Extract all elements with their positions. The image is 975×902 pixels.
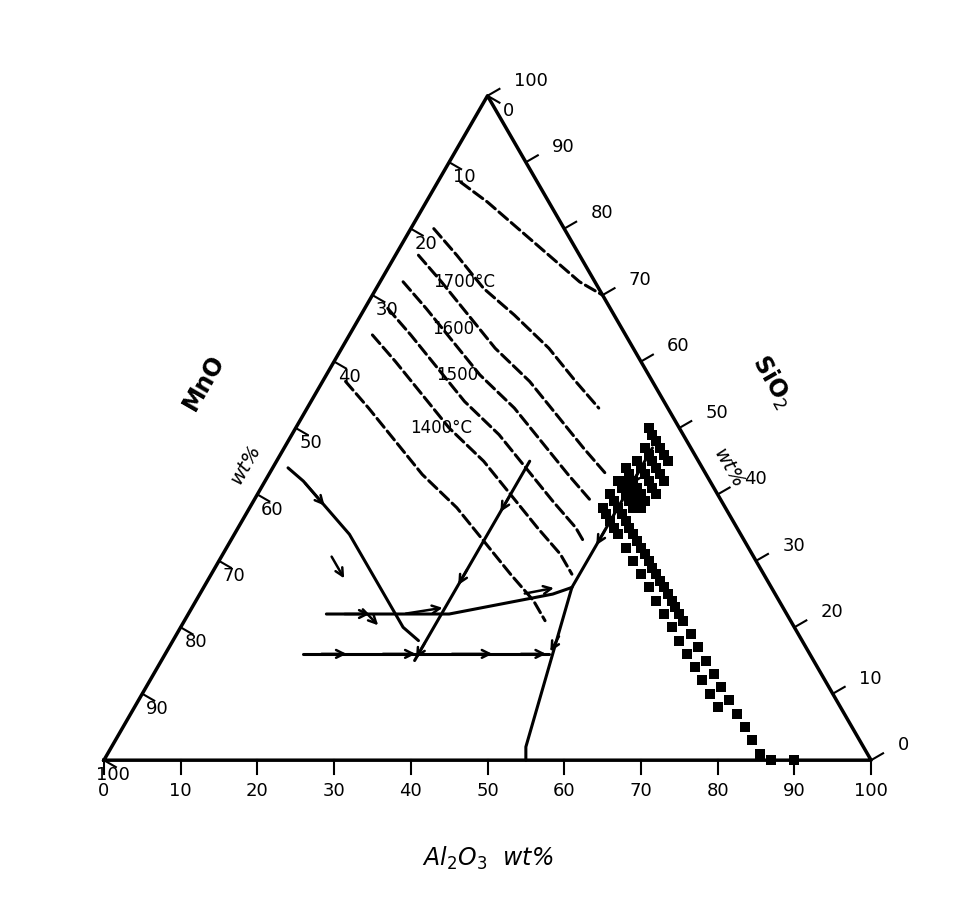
Text: 10: 10 <box>859 669 881 687</box>
Text: 1700°C: 1700°C <box>434 273 495 291</box>
Text: 30: 30 <box>376 301 399 319</box>
Text: 90: 90 <box>783 782 805 800</box>
Text: 100: 100 <box>854 782 888 800</box>
Text: 40: 40 <box>744 470 766 488</box>
Text: 0: 0 <box>502 102 514 120</box>
Text: 40: 40 <box>337 368 361 386</box>
Text: 40: 40 <box>400 782 422 800</box>
Text: 0: 0 <box>897 736 909 754</box>
Text: 30: 30 <box>323 782 345 800</box>
Text: 60: 60 <box>553 782 575 800</box>
Text: 80: 80 <box>706 782 729 800</box>
Text: 1600: 1600 <box>432 320 474 337</box>
Text: 80: 80 <box>184 633 207 651</box>
Text: 50: 50 <box>476 782 499 800</box>
Text: Al$_2$O$_3$  $wt$%: Al$_2$O$_3$ $wt$% <box>422 844 553 871</box>
Text: 50: 50 <box>299 434 322 452</box>
Text: 70: 70 <box>630 782 652 800</box>
Text: 1400°C: 1400°C <box>410 419 473 437</box>
Text: 90: 90 <box>146 700 169 718</box>
Text: 60: 60 <box>261 501 284 519</box>
Text: 20: 20 <box>246 782 269 800</box>
Text: 70: 70 <box>222 567 246 585</box>
Text: 10: 10 <box>170 782 192 800</box>
Text: 1500: 1500 <box>436 366 478 384</box>
Text: 70: 70 <box>629 271 651 289</box>
Text: $wt$%: $wt$% <box>227 443 264 490</box>
Text: SiO$_2$: SiO$_2$ <box>746 351 798 413</box>
Text: 60: 60 <box>667 337 690 355</box>
Text: MnO: MnO <box>178 350 229 414</box>
Text: 90: 90 <box>552 138 575 156</box>
Text: 20: 20 <box>414 235 437 253</box>
Text: 0: 0 <box>98 782 109 800</box>
Text: 100: 100 <box>514 71 548 89</box>
Text: 30: 30 <box>782 537 805 555</box>
Text: $wt$%: $wt$% <box>711 443 748 490</box>
Text: 80: 80 <box>591 205 613 223</box>
Text: 50: 50 <box>706 404 728 422</box>
Text: 10: 10 <box>452 169 476 187</box>
Text: 20: 20 <box>821 603 843 621</box>
Text: 100: 100 <box>97 767 131 785</box>
